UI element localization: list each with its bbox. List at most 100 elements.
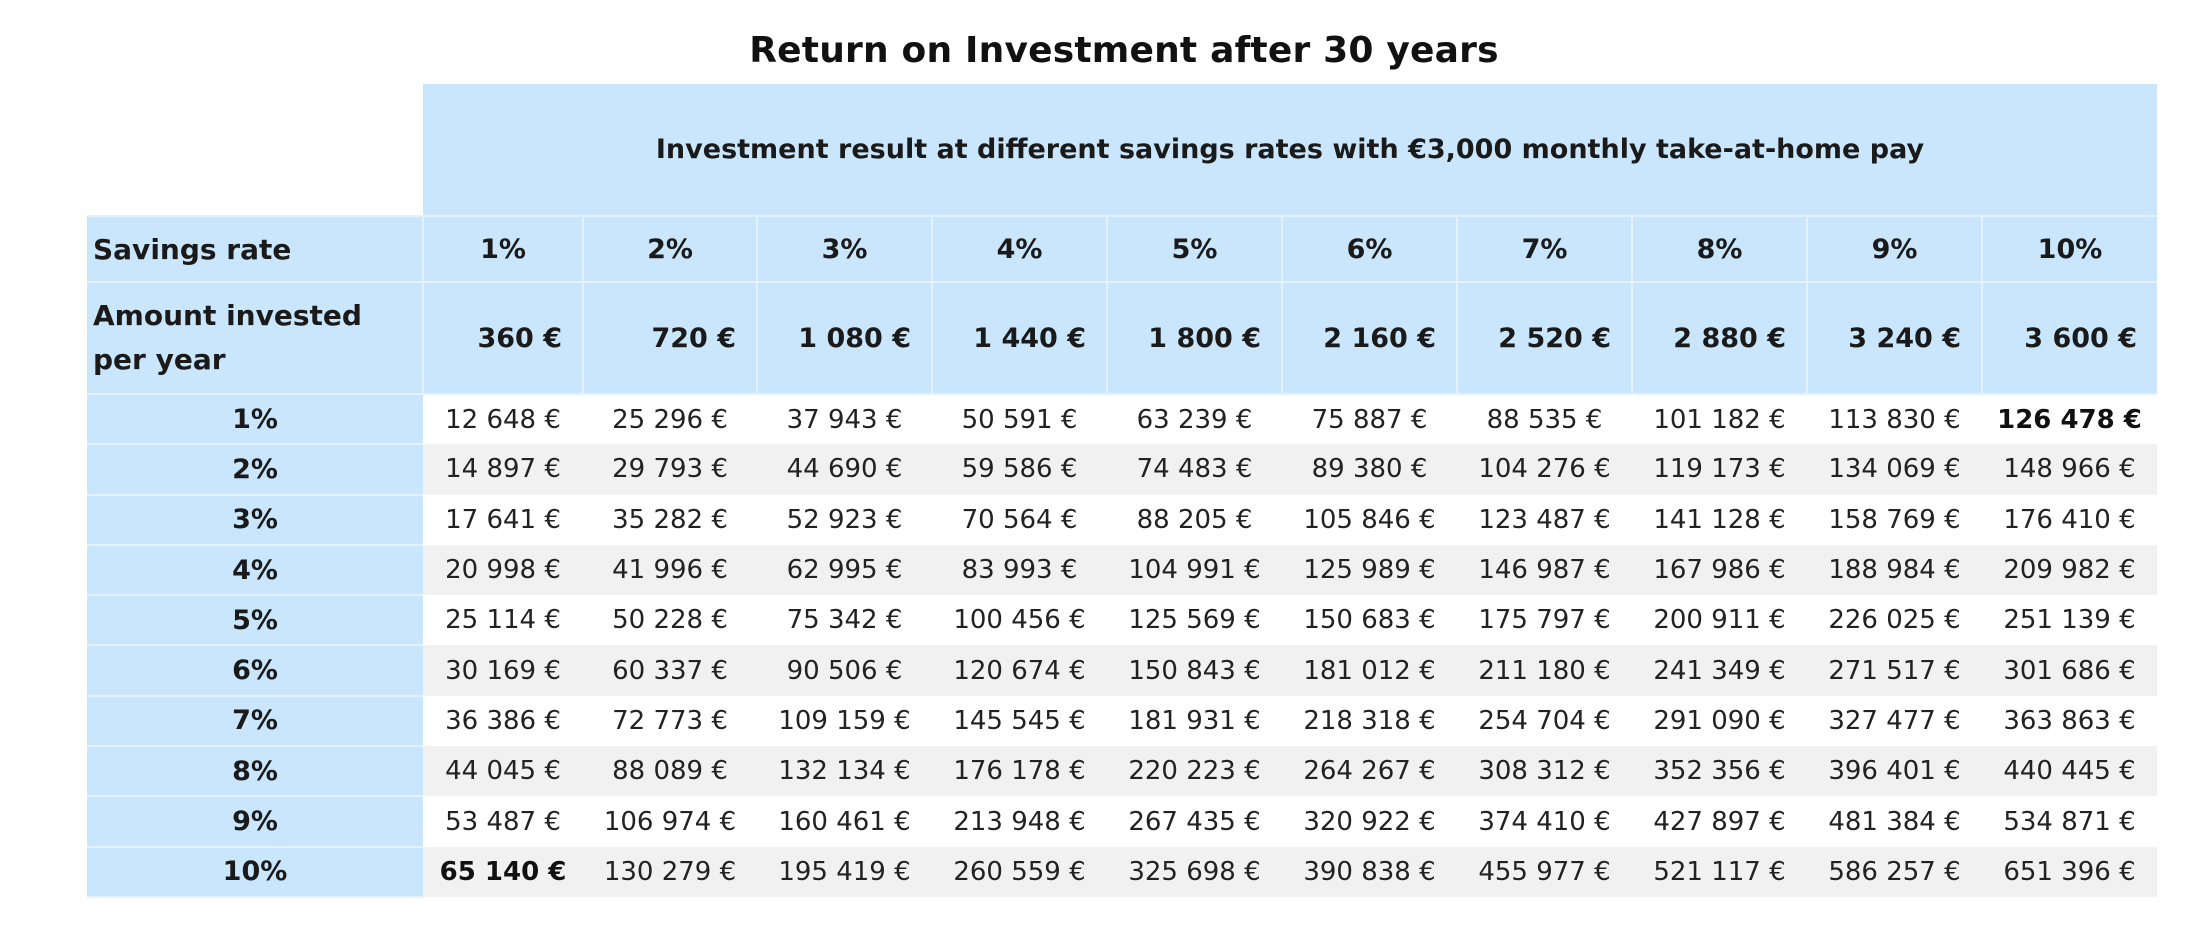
- result-cell: 146 987 €: [1457, 544, 1632, 596]
- savings-rate-header: 6%: [1281, 216, 1457, 283]
- result-cell: 83 993 €: [932, 544, 1107, 596]
- result-cell: 126 478 €: [1982, 394, 2157, 445]
- result-cell: 301 686 €: [1982, 645, 2157, 696]
- result-cell: 651 396 €: [1982, 846, 2157, 897]
- result-cell: 120 674 €: [932, 645, 1107, 696]
- result-cell: 195 419 €: [757, 846, 932, 897]
- result-cell: 100 456 €: [932, 595, 1107, 646]
- result-cell: 264 267 €: [1282, 746, 1457, 797]
- table-row: 1% 12 648 €25 296 €37 943 €50 591 €63 239…: [87, 394, 2157, 446]
- table-row: 9% 53 487 €106 974 €160 461 €213 948 €267…: [87, 796, 2157, 848]
- result-cell: 188 984 €: [1807, 544, 1982, 596]
- result-cell: 396 401 €: [1807, 746, 1982, 797]
- result-cell: 125 569 €: [1107, 595, 1282, 646]
- result-cell: 521 117 €: [1632, 846, 1807, 897]
- result-cell: 267 435 €: [1107, 796, 1282, 847]
- super-header: Investment result at different savings r…: [423, 84, 2157, 217]
- savings-rate-header: 10%: [1981, 216, 2157, 283]
- result-cell: 150 843 €: [1107, 645, 1282, 696]
- savings-rate-header: 7%: [1456, 216, 1632, 283]
- result-cell: 59 586 €: [932, 444, 1107, 495]
- result-cell: 427 897 €: [1632, 796, 1807, 847]
- amount-invested-cell: 1 080 €: [756, 282, 932, 395]
- result-cell: 70 564 €: [932, 494, 1107, 545]
- result-cell: 65 140 €: [423, 846, 583, 897]
- amount-invested-cell: 1 800 €: [1106, 282, 1282, 395]
- savings-rate-label: Savings rate: [87, 216, 423, 283]
- table-row: 4% 20 998 €41 996 €62 995 €83 993 €104 99…: [87, 544, 2157, 597]
- super-header-row: Investment result at different savings r…: [87, 84, 2157, 217]
- amount-invested-cell: 720 €: [582, 282, 757, 395]
- result-cell: 481 384 €: [1807, 796, 1982, 847]
- result-cell: 260 559 €: [932, 846, 1107, 897]
- result-cell: 88 205 €: [1107, 494, 1282, 545]
- result-cell: 291 090 €: [1632, 695, 1807, 747]
- return-rate-label: 2%: [87, 444, 423, 496]
- result-cell: 132 134 €: [757, 746, 932, 797]
- result-cell: 35 282 €: [583, 494, 757, 545]
- savings-rate-header: 4%: [931, 216, 1107, 283]
- savings-rate-header: 2%: [582, 216, 757, 283]
- result-cell: 20 998 €: [423, 544, 583, 596]
- result-cell: 352 356 €: [1632, 746, 1807, 797]
- result-cell: 75 342 €: [757, 595, 932, 646]
- table-row: 6% 30 169 €60 337 €90 506 €120 674 €150 8…: [87, 645, 2157, 697]
- result-cell: 160 461 €: [757, 796, 932, 847]
- amount-invested-cell: 2 880 €: [1631, 282, 1807, 395]
- result-cell: 320 922 €: [1282, 796, 1457, 847]
- result-cell: 25 114 €: [423, 595, 583, 646]
- amount-invested-cell: 1 440 €: [931, 282, 1107, 395]
- savings-rate-header: 9%: [1806, 216, 1982, 283]
- result-cell: 104 991 €: [1107, 544, 1282, 596]
- result-cell: 109 159 €: [757, 695, 932, 747]
- result-cell: 106 974 €: [583, 796, 757, 847]
- result-cell: 123 487 €: [1457, 494, 1632, 545]
- result-cell: 241 349 €: [1632, 645, 1807, 696]
- result-cell: 167 986 €: [1632, 544, 1807, 596]
- result-cell: 308 312 €: [1457, 746, 1632, 797]
- amount-invested-cell: 2 520 €: [1456, 282, 1632, 395]
- amount-invested-label: Amount invested per year: [87, 282, 423, 395]
- return-rate-label: 1%: [87, 394, 423, 446]
- return-rate-label: 4%: [87, 544, 423, 597]
- return-rate-label: 7%: [87, 695, 423, 748]
- savings-rate-row: Savings rate 1% 2% 3% 4% 5% 6% 7% 8% 9% 10%: [87, 216, 2157, 283]
- table-row: 7% 36 386 €72 773 €109 159 €145 545 €181 …: [87, 695, 2157, 748]
- result-cell: 53 487 €: [423, 796, 583, 847]
- result-cell: 37 943 €: [757, 394, 932, 445]
- result-cell: 586 257 €: [1807, 846, 1982, 897]
- result-cell: 105 846 €: [1282, 494, 1457, 545]
- result-cell: 30 169 €: [423, 645, 583, 696]
- result-cell: 271 517 €: [1807, 645, 1982, 696]
- amount-invested-cell: 3 600 €: [1981, 282, 2157, 395]
- table-row: 3% 17 641 €35 282 €52 923 €70 564 €88 205…: [87, 494, 2157, 546]
- result-cell: 211 180 €: [1457, 645, 1632, 696]
- table-row: 2% 14 897 €29 793 €44 690 €59 586 €74 483…: [87, 444, 2157, 496]
- result-cell: 251 139 €: [1982, 595, 2157, 646]
- result-cell: 200 911 €: [1632, 595, 1807, 646]
- result-cell: 119 173 €: [1632, 444, 1807, 495]
- result-cell: 36 386 €: [423, 695, 583, 747]
- result-cell: 534 871 €: [1982, 796, 2157, 847]
- return-rate-label: 3%: [87, 494, 423, 546]
- result-cell: 145 545 €: [932, 695, 1107, 747]
- result-cell: 12 648 €: [423, 394, 583, 445]
- amount-invested-cell: 3 240 €: [1806, 282, 1982, 395]
- result-cell: 88 089 €: [583, 746, 757, 797]
- savings-rate-header: 5%: [1106, 216, 1282, 283]
- result-cell: 29 793 €: [583, 444, 757, 495]
- result-cell: 14 897 €: [423, 444, 583, 495]
- result-cell: 44 045 €: [423, 746, 583, 797]
- return-rate-label: 8%: [87, 746, 423, 798]
- result-cell: 25 296 €: [583, 394, 757, 445]
- result-cell: 440 445 €: [1982, 746, 2157, 797]
- result-cell: 89 380 €: [1282, 444, 1457, 495]
- result-cell: 72 773 €: [583, 695, 757, 747]
- amount-invested-cell: 360 €: [422, 282, 583, 395]
- return-rate-label: 6%: [87, 645, 423, 697]
- result-cell: 50 591 €: [932, 394, 1107, 445]
- result-cell: 148 966 €: [1982, 444, 2157, 495]
- result-cell: 455 977 €: [1457, 846, 1632, 897]
- result-cell: 325 698 €: [1107, 846, 1282, 897]
- result-cell: 75 887 €: [1282, 394, 1457, 445]
